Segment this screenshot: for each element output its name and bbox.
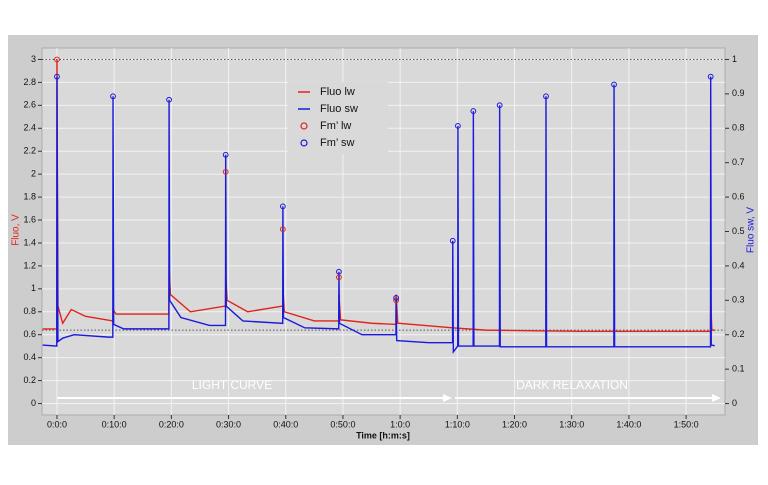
y-tick-label: 2.8 (23, 77, 36, 87)
y2-tick-label: 0.5 (732, 226, 745, 236)
y2-tick-label: 0.3 (732, 295, 745, 305)
fm-marker (611, 81, 617, 88)
arrow-head (443, 394, 452, 402)
x-tick-label: 0:30:0 (216, 419, 241, 429)
fm-marker (496, 102, 503, 109)
y2-tick-label: 0.1 (732, 364, 745, 374)
fm-marker (707, 73, 714, 80)
x-axis-title: Time [h:m:s] (356, 430, 410, 440)
legend-label: Fm’ sw (320, 137, 354, 149)
y-tick-label: 1.8 (23, 191, 36, 201)
y-tick-label: 0.2 (23, 375, 36, 385)
arrow-head (712, 394, 721, 402)
fm-marker (279, 203, 286, 210)
fm-marker (336, 274, 342, 281)
x-tick-label: 0:50:0 (330, 419, 355, 429)
annotation: LIGHT CURVE (192, 378, 272, 392)
x-tick-label: 0:20:0 (159, 419, 184, 429)
y-tick-label: 2.4 (23, 123, 36, 133)
y-tick-label: 0 (31, 398, 36, 408)
y-tick-label: 0.6 (23, 329, 36, 339)
y-tick-label: 3 (31, 54, 36, 64)
fm-marker (222, 151, 229, 158)
y2-tick-label: 0.8 (732, 123, 745, 133)
legend-label: Fm’ lw (320, 120, 351, 132)
fm-marker (54, 73, 60, 80)
x-tick-label: 0:0:0 (47, 419, 67, 429)
x-tick-label: 1:50:0 (674, 419, 699, 429)
y2-tick-label: 0.9 (732, 88, 745, 98)
fm-marker (543, 93, 549, 100)
y2-tick-label: 0.7 (732, 157, 745, 167)
y2-tick-label: 0 (732, 398, 737, 408)
y2-tick-label: 0.6 (732, 191, 745, 201)
x-tick-label: 1:30:0 (559, 419, 584, 429)
y-axis-title: Fluo, V (11, 214, 22, 246)
y-tick-label: 0.8 (23, 306, 36, 316)
y-tick-label: 1.2 (23, 260, 36, 270)
fm-marker (279, 226, 286, 233)
y2-tick-label: 0.4 (732, 260, 745, 270)
series-line (42, 76, 715, 355)
y-tick-label: 2.2 (23, 146, 36, 156)
y-tick-label: 2.6 (23, 100, 36, 110)
y-tick-label: 2 (31, 169, 36, 179)
legend-swatch (300, 122, 308, 130)
y-tick-label: 1.6 (23, 214, 36, 224)
fm-marker (393, 297, 400, 304)
y-tick-label: 1.4 (23, 237, 36, 247)
legend-label: Fluo sw (320, 103, 358, 115)
annotation: DARK RELAXATION (516, 378, 628, 392)
legend-swatch (300, 139, 308, 147)
x-tick-label: 1:0:0 (390, 419, 410, 429)
fm-marker (470, 108, 477, 114)
fm-marker (449, 237, 456, 244)
x-tick-label: 0:40:0 (273, 419, 298, 429)
fm-marker (222, 168, 229, 175)
y2-tick-label: 0.2 (732, 329, 745, 339)
x-tick-label: 0:10:0 (102, 419, 127, 429)
fm-marker (336, 268, 342, 275)
fm-marker (166, 96, 172, 103)
legend-label: Fluo lw (320, 86, 355, 98)
y2-tick-label: 1 (732, 54, 737, 64)
fm-marker (393, 295, 400, 301)
x-tick-label: 1:10:0 (445, 419, 470, 429)
y-tick-label: 1 (31, 283, 36, 293)
x-tick-label: 1:40:0 (616, 419, 641, 429)
y2-axis-title: Fluo sw, V (746, 207, 757, 253)
legend (288, 82, 388, 154)
x-tick-label: 1:20:0 (502, 419, 527, 429)
fm-marker (110, 93, 116, 100)
fm-marker (54, 56, 60, 63)
fm-marker (455, 122, 461, 129)
y-tick-label: 0.4 (23, 352, 36, 362)
